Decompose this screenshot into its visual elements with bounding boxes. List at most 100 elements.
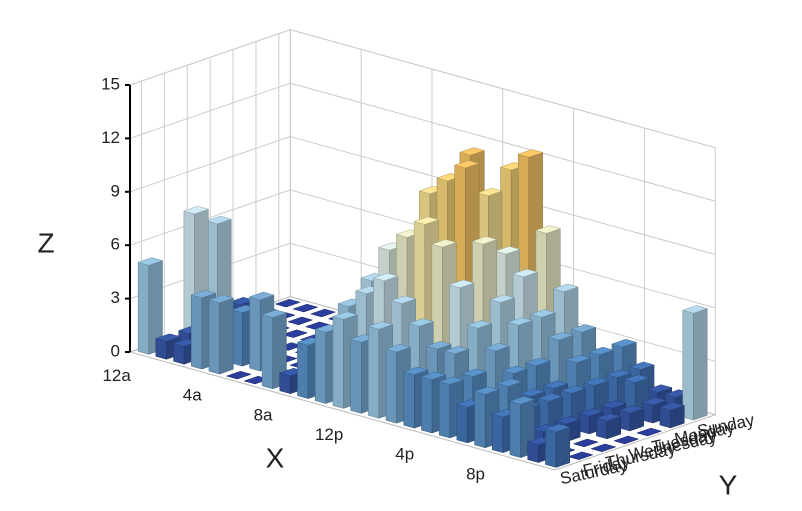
bar-top [489, 294, 516, 303]
bar-top [473, 386, 500, 395]
z-tick-label: 0 [111, 341, 120, 360]
bar-top [507, 317, 534, 326]
bar-front [509, 400, 521, 458]
bar [292, 303, 319, 313]
bar-top [484, 342, 511, 352]
bar-top [420, 371, 447, 380]
bar [618, 405, 645, 432]
z-axis-label: Z [37, 227, 54, 258]
bar [636, 427, 663, 437]
bar-top [659, 402, 686, 411]
bar-top [413, 216, 440, 225]
bar-front [456, 403, 468, 444]
bar-top [537, 393, 564, 402]
bar-top [310, 308, 337, 318]
bar-top [183, 206, 210, 215]
z-tick-label: 12 [101, 128, 120, 147]
bar-top [509, 396, 536, 405]
bar-side [219, 297, 234, 375]
bar [590, 443, 617, 452]
bar-top [274, 299, 301, 308]
bar-top [565, 354, 592, 364]
bar-top [611, 339, 638, 348]
bar-top [287, 316, 314, 325]
bar-front [249, 296, 261, 372]
bar-top [154, 333, 182, 342]
bar-front [403, 371, 415, 429]
bar-top [261, 309, 288, 318]
bar-top [461, 368, 488, 377]
bar [681, 305, 709, 421]
bar-top [512, 268, 539, 278]
bar-top [623, 374, 650, 383]
bar-front [596, 417, 608, 440]
bar [274, 299, 301, 308]
bar-front [438, 381, 451, 439]
bar-top [408, 318, 435, 327]
bar-top [590, 443, 617, 452]
bar-top [332, 311, 359, 320]
bar-top [588, 346, 615, 356]
bar [137, 257, 164, 355]
bar-top [282, 329, 309, 338]
bar-top [425, 341, 452, 350]
bar-top [190, 289, 217, 299]
bar-top [438, 376, 465, 385]
bar-top [572, 438, 599, 447]
bar-top [292, 303, 319, 313]
bar-front [385, 348, 397, 424]
bar-top [448, 279, 475, 288]
bar-top [636, 427, 663, 437]
bar-top [524, 357, 551, 367]
bar [544, 423, 571, 468]
bar-top [554, 416, 582, 425]
z-tick-label: 9 [111, 181, 120, 200]
z-tick-label: 6 [111, 235, 120, 254]
bar [261, 309, 288, 390]
bar-top [535, 225, 562, 234]
bar-front [279, 372, 291, 395]
x-axis-label: X [266, 442, 285, 473]
bar-top [517, 149, 544, 158]
bar [595, 413, 622, 440]
bar [310, 308, 337, 318]
bar-top [453, 160, 480, 169]
bar-top [567, 451, 594, 460]
bar-top [208, 294, 235, 304]
bar [572, 438, 599, 447]
bar-top [547, 332, 574, 341]
bar-front [190, 294, 203, 370]
bar-front [527, 441, 539, 463]
bar-top [600, 400, 627, 409]
bar-front [208, 299, 220, 375]
bar-top [681, 305, 709, 314]
bar-top [641, 397, 668, 406]
bar-front [173, 343, 185, 365]
x-tick-label: 12p [315, 425, 343, 444]
bar-front [474, 391, 486, 449]
bar-top [618, 405, 645, 414]
bar-top [372, 272, 399, 282]
bar [287, 316, 314, 325]
bar-top [466, 320, 493, 329]
bar-top [613, 435, 640, 444]
bar-top [205, 215, 233, 225]
bar-front [297, 341, 309, 399]
bar [659, 402, 686, 429]
bar-top [494, 246, 521, 255]
bar-front [332, 316, 344, 409]
y-axis-label: Y [719, 469, 738, 500]
bar-front [261, 314, 273, 390]
bar-front [368, 325, 380, 419]
bar-front [682, 309, 694, 421]
bar-top [605, 369, 632, 378]
bar-top [137, 257, 164, 266]
bar-front [545, 428, 557, 468]
bar-top [628, 361, 655, 370]
x-tick-label: 4a [183, 386, 202, 405]
bar [567, 451, 594, 460]
bar-front [421, 376, 433, 434]
bar-side [555, 426, 571, 468]
bar-top [443, 345, 470, 355]
